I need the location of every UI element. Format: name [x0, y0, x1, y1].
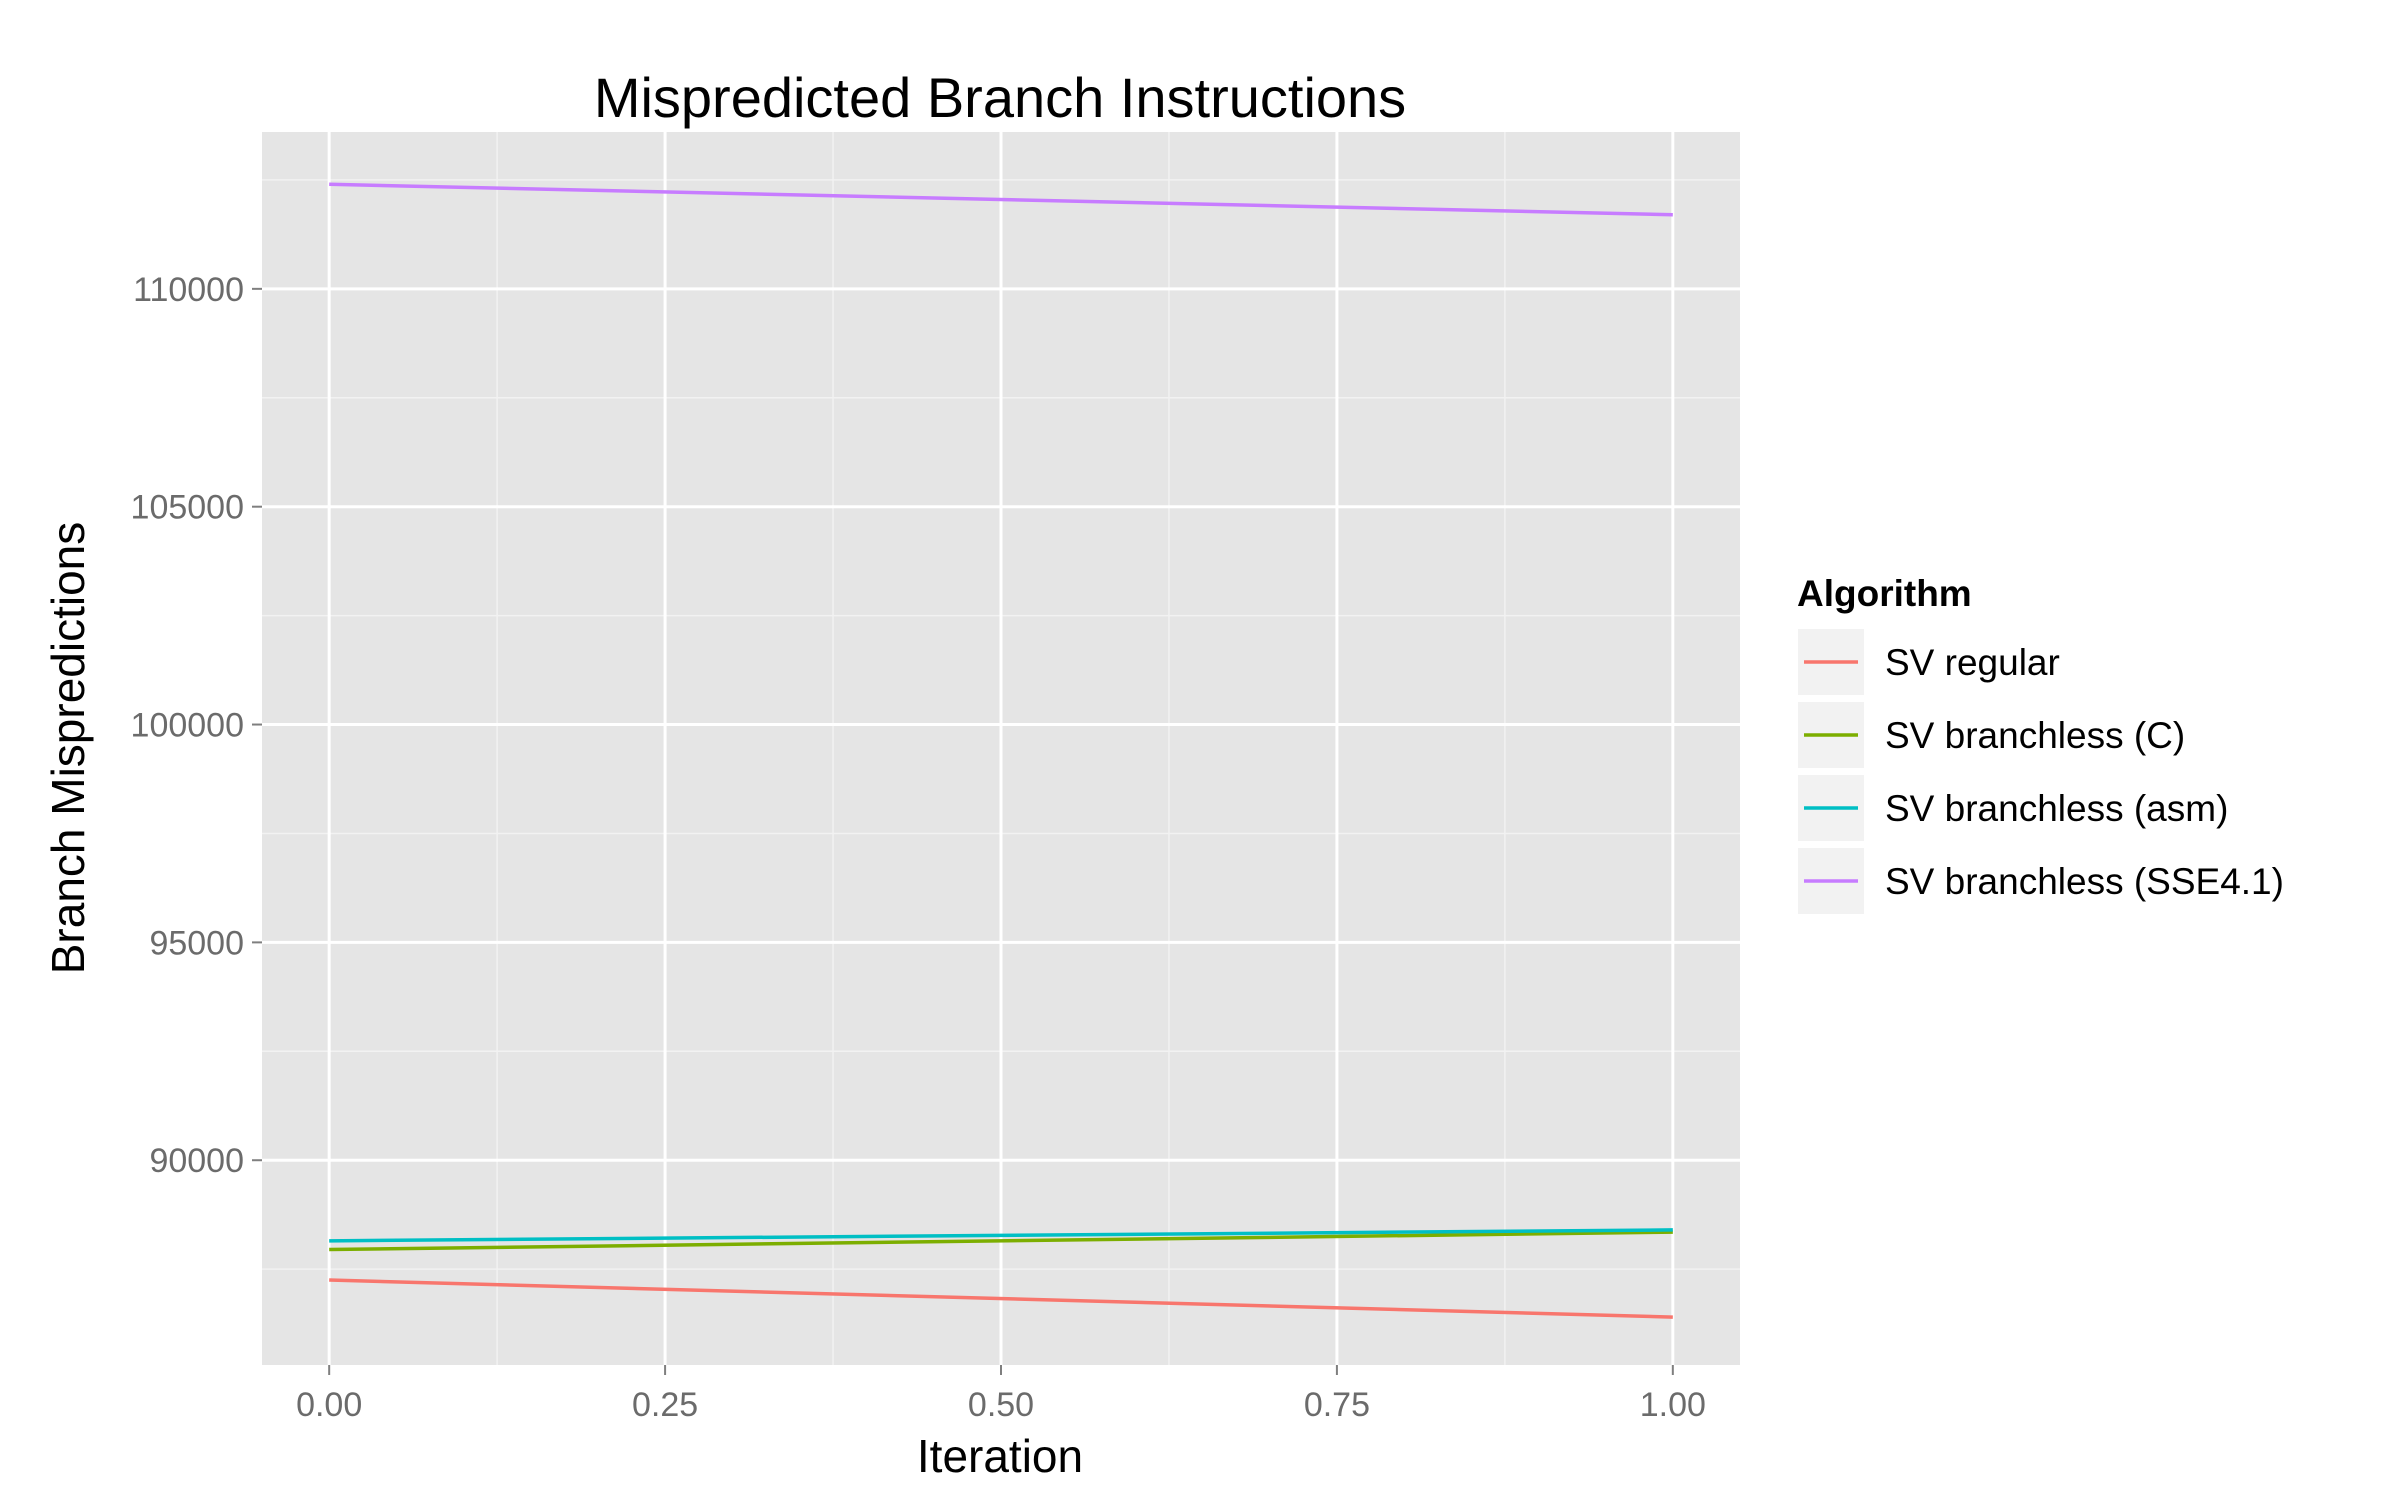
series-line — [329, 182, 1673, 217]
legend-title: Algorithm — [1797, 573, 1972, 614]
axis-ticks — [252, 287, 1674, 1375]
series-line — [329, 1278, 1673, 1319]
legend-items: SV regular SV branchless (C) SV branchless… — [1796, 627, 2284, 916]
x-tick-label: 0.50 — [968, 1386, 1034, 1424]
y-tick-label: 95000 — [149, 924, 244, 962]
x-axis-title: Iteration — [917, 1430, 1083, 1482]
legend-label: SV regular — [1885, 642, 2060, 683]
legend-label: SV branchless (asm) — [1885, 788, 2228, 829]
y-tick-label: 100000 — [131, 707, 244, 745]
y-tick-label: 110000 — [133, 271, 244, 309]
x-tick-label: 1.00 — [1640, 1386, 1706, 1424]
x-tick-label: 0.75 — [1304, 1386, 1370, 1424]
major-gridlines — [262, 132, 1740, 1365]
legend-label: SV branchless (C) — [1885, 715, 2185, 756]
tick-labels: 0.00 0.25 0.50 0.75 1.00 90000 95000 100000 1050… — [131, 271, 1706, 1424]
series-lines — [329, 182, 1673, 1319]
x-tick-label: 0.00 — [296, 1386, 362, 1424]
y-tick-label: 105000 — [131, 489, 244, 527]
series-line — [329, 1228, 1673, 1243]
y-axis-title: Branch Mispredictions — [42, 522, 94, 975]
legend-label: SV branchless (SSE4.1) — [1885, 861, 2284, 902]
series-line — [329, 1230, 1673, 1252]
y-tick-label: 90000 — [149, 1142, 244, 1180]
x-tick-label: 0.25 — [632, 1386, 698, 1424]
chart-title: Mispredicted Branch Instructions — [594, 66, 1406, 129]
